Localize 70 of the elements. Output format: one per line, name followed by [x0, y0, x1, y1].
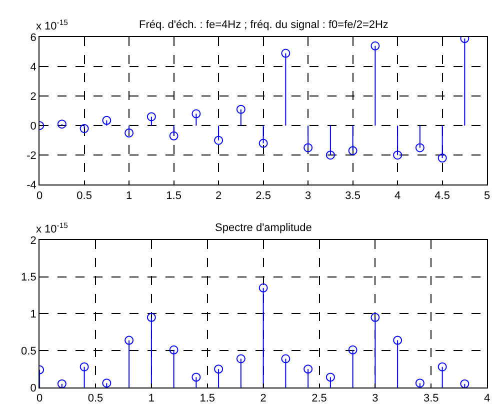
point — [281, 48, 290, 58]
point — [348, 146, 358, 156]
x-tick-label: 4 — [394, 190, 401, 202]
point — [236, 104, 246, 114]
point — [438, 154, 447, 163]
point — [169, 345, 178, 354]
point — [236, 354, 246, 364]
point — [438, 362, 447, 372]
point — [415, 378, 424, 388]
y-tick-label: 0 — [30, 382, 36, 394]
x-tick-label: 0.5 — [88, 392, 104, 405]
point — [415, 143, 424, 152]
x-tick-label: 2 — [260, 392, 266, 405]
point — [192, 372, 201, 382]
point — [304, 143, 313, 152]
point — [393, 336, 402, 345]
y-tick-label: 1.5 — [21, 272, 36, 284]
point — [102, 116, 112, 125]
point — [370, 312, 380, 322]
chart-title: Spectre d'amplitude — [215, 222, 312, 234]
y-tick-label: 6 — [30, 32, 36, 44]
point — [169, 131, 178, 140]
point — [57, 379, 66, 388]
text: x 10$^{-15}$ — [36, 18, 68, 33]
y-tick-label: 4 — [30, 61, 36, 74]
x-tick-label: 2.5 — [312, 392, 327, 405]
text: x 10$^{-15}$ — [36, 221, 68, 236]
point — [192, 109, 201, 118]
x-tick-label: 3.5 — [423, 392, 439, 405]
point — [326, 150, 335, 160]
point — [258, 138, 268, 148]
point — [370, 41, 380, 50]
point — [460, 379, 470, 388]
x-tick-label: 5 — [484, 190, 490, 202]
x-tick-label: 1.5 — [200, 392, 216, 405]
x-tick-label: 1 — [148, 392, 154, 405]
point — [57, 120, 66, 129]
chart-title: Fréq. d'éch. : fe=4Hz ; fréq. du signal : f0=fe/2=2Hz — [139, 19, 388, 31]
point — [258, 283, 268, 292]
x-tick-label: 1.5 — [166, 190, 182, 202]
x-tick-label: 2.5 — [256, 190, 271, 202]
y-tick-label: 1 — [30, 308, 36, 321]
x-tick-label: 3 — [305, 190, 312, 202]
y-tick-label: 2 — [30, 234, 36, 247]
x-tick-label: 4.5 — [434, 190, 450, 202]
point — [348, 345, 358, 354]
x-tick-label: 0.5 — [76, 190, 92, 202]
point — [80, 124, 89, 134]
x-tick-label: 2 — [216, 190, 222, 202]
point — [304, 364, 313, 374]
point — [214, 136, 224, 145]
point — [146, 112, 156, 122]
point — [102, 378, 112, 388]
y-tick-label: -4 — [26, 179, 36, 192]
point — [326, 372, 335, 382]
point — [124, 336, 134, 345]
x-tick-label: 3 — [372, 392, 378, 405]
y-tick-label: 0 — [30, 120, 36, 132]
y-tick-label: 0.5 — [21, 345, 36, 358]
point — [80, 362, 89, 372]
point — [281, 354, 290, 364]
y-tick-label: -2 — [26, 150, 36, 162]
x-tick-label: 4 — [484, 392, 490, 405]
point — [214, 364, 224, 374]
point — [393, 150, 402, 160]
point — [124, 128, 134, 138]
x-tick-label: 1 — [126, 190, 132, 202]
y-tick-label: 2 — [30, 90, 36, 103]
point — [146, 312, 156, 322]
x-tick-label: 3.5 — [345, 190, 360, 202]
